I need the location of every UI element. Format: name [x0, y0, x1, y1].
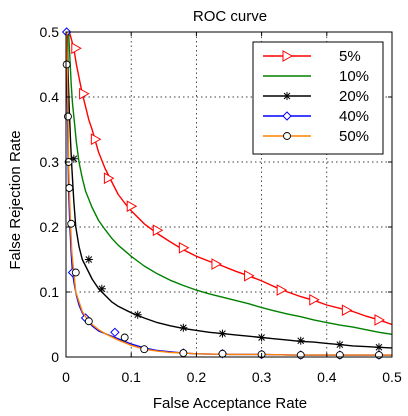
series-marker [110, 327, 120, 338]
series-marker [126, 200, 138, 213]
legend-item: 40% [263, 108, 369, 125]
series-marker [218, 329, 227, 338]
legend-label: 50% [339, 128, 369, 145]
series-marker [374, 314, 385, 326]
series-marker [179, 323, 188, 332]
series-marker [218, 349, 227, 358]
legend-item: 20% [263, 88, 369, 105]
series-marker [211, 258, 222, 270]
series-marker [84, 255, 93, 264]
series-marker [309, 293, 320, 306]
x-tick-label: 0 [62, 369, 70, 385]
series-marker [65, 184, 74, 192]
series-marker [257, 333, 266, 342]
legend-label: 40% [339, 108, 369, 125]
series-marker [120, 333, 129, 342]
series-marker [244, 269, 255, 282]
legend: 5% 10% 20% 40% 50% [252, 41, 384, 155]
legend-label: 20% [339, 88, 369, 105]
series-line [67, 31, 393, 335]
legend-label: 5% [339, 48, 361, 65]
series-marker [374, 343, 383, 352]
x-tick-label: 0.1 [121, 369, 141, 385]
series-marker [335, 340, 344, 349]
series-marker [90, 133, 102, 146]
series-marker [84, 317, 93, 326]
asterisk-stroke [85, 256, 93, 263]
legend-marker [283, 92, 291, 100]
asterisk-stroke [219, 330, 226, 337]
y-axis-title: False Rejection Rate [7, 130, 24, 269]
series-marker [71, 268, 80, 277]
x-axis-title: False Acceptance Rate [153, 395, 307, 412]
legend-item: 10% [263, 68, 369, 85]
asterisk-stroke [98, 285, 106, 293]
series-marker [179, 349, 188, 358]
legend-item: 5% [263, 48, 361, 65]
series-2 [66, 31, 393, 352]
y-tick-label: 0.2 [40, 219, 60, 235]
plot-frame [65, 31, 393, 358]
legend-marker [282, 111, 292, 121]
series-marker [152, 224, 164, 237]
legend-marker [283, 132, 291, 140]
series-1 [67, 31, 393, 335]
series-marker [103, 172, 115, 185]
asterisk-stroke [258, 334, 265, 341]
series-marker [79, 87, 90, 100]
series-marker [97, 284, 106, 293]
asterisk-stroke [134, 311, 142, 319]
asterisk-stroke [283, 92, 291, 100]
series-marker [67, 219, 76, 228]
series-marker [276, 284, 288, 296]
x-tick-label: 0.2 [187, 369, 207, 385]
legend-label: 10% [339, 68, 369, 85]
series-marker [296, 336, 305, 345]
series-line [66, 31, 392, 356]
series-marker [341, 304, 353, 317]
plot-area [61, 27, 393, 360]
x-tick-label: 0.3 [252, 369, 272, 385]
series-marker [62, 60, 71, 69]
series-marker [71, 42, 82, 55]
asterisk-stroke [336, 341, 344, 349]
legend-item: 50% [263, 128, 369, 145]
asterisk-stroke [375, 343, 383, 351]
series-0 [68, 31, 393, 326]
series-marker [178, 241, 190, 254]
y-tick-label: 0.4 [40, 89, 60, 105]
y-tick-label: 0.5 [40, 24, 60, 40]
series-line [66, 31, 393, 349]
series-line [68, 31, 393, 326]
axis-ticks: 00 0.1 0.1 0.2 0.2 0.3 0.3 0.4 0.4 0.5 0.5 [40, 24, 402, 385]
y-tick-label: 0.1 [40, 284, 60, 300]
series-marker [140, 345, 149, 354]
x-tick-label: 0.4 [317, 369, 337, 385]
y-tick-label: 0.3 [40, 154, 60, 170]
asterisk-stroke [297, 337, 305, 345]
legend-marker [282, 50, 294, 62]
x-tick-label: 0.5 [382, 369, 402, 385]
y-tick-label: 0 [51, 349, 59, 365]
series-marker [133, 310, 142, 319]
asterisk-stroke [180, 324, 187, 332]
chart-title: ROC curve [193, 8, 267, 25]
